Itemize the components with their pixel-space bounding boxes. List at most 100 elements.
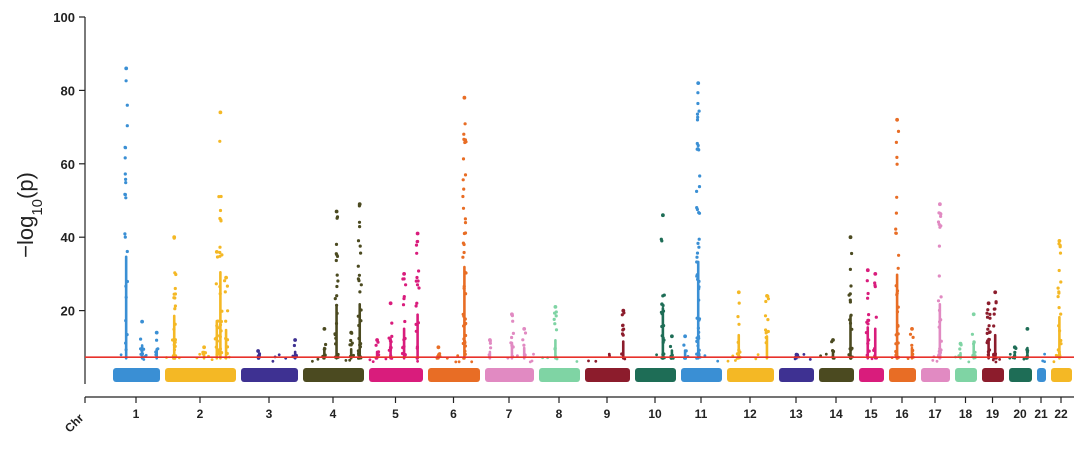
snp-point — [225, 351, 229, 356]
peak-top-point — [415, 231, 420, 236]
snp-point — [489, 346, 493, 350]
snp-point — [214, 345, 218, 349]
snp-point — [218, 323, 223, 327]
snp-point — [219, 319, 223, 324]
snp-point — [896, 305, 900, 309]
snp-point — [414, 322, 418, 326]
snp-point — [139, 337, 143, 341]
snp-point — [225, 284, 229, 288]
snp-point — [661, 309, 666, 313]
chromosome-11 — [681, 81, 722, 382]
peak-top-point — [202, 345, 207, 350]
snp-point — [894, 231, 898, 235]
peak-top-point — [322, 327, 327, 331]
peak-top-point — [696, 81, 701, 85]
snp-point — [1059, 342, 1063, 346]
snp-point — [404, 283, 408, 287]
chr-baseline-band — [921, 368, 950, 382]
snp-point — [661, 352, 665, 357]
chr-tick-label: 8 — [556, 407, 563, 421]
snp-point — [356, 349, 360, 353]
snp-point — [896, 323, 900, 328]
snp-point — [763, 314, 768, 318]
snp-point — [972, 340, 976, 344]
chr-tick-label: 16 — [895, 407, 909, 421]
snp-point — [986, 327, 990, 331]
snp-point — [697, 279, 701, 283]
snp-point — [461, 312, 465, 316]
y-tick-label: 40 — [61, 230, 75, 245]
snp-point — [359, 283, 363, 287]
peak-top-point — [683, 334, 687, 339]
snp-point — [937, 211, 941, 215]
snp-point — [357, 273, 361, 277]
snp-point — [695, 251, 700, 255]
chr-baseline-band — [428, 368, 480, 382]
snp-point — [695, 352, 699, 356]
snp-point — [1059, 312, 1063, 316]
snp-point — [456, 354, 460, 357]
snp-point — [662, 293, 666, 297]
snp-point — [358, 244, 362, 248]
snp-point — [660, 312, 664, 316]
snp-point — [416, 359, 419, 363]
snp-point — [371, 360, 375, 363]
peak-top-point — [831, 338, 835, 342]
snp-point — [461, 178, 465, 182]
snp-point — [992, 324, 996, 328]
peak-top-point — [154, 330, 159, 335]
snp-point — [218, 208, 223, 213]
snp-point — [1013, 350, 1017, 354]
snp-point — [218, 347, 222, 351]
chr-tick-label: 10 — [648, 407, 662, 421]
snp-point — [470, 360, 474, 364]
snp-point — [937, 244, 942, 248]
snp-point — [224, 336, 228, 341]
snp-point — [987, 348, 992, 352]
snp-point — [510, 335, 514, 340]
snp-point — [124, 196, 128, 200]
snp-point — [661, 340, 665, 344]
snp-point — [847, 353, 851, 357]
snp-point — [462, 337, 466, 341]
chromosome-2 — [165, 110, 236, 382]
snp-point — [695, 339, 699, 343]
snp-point — [464, 292, 468, 296]
snp-point — [735, 352, 740, 356]
snp-point — [401, 277, 405, 281]
peak-top-point — [436, 345, 441, 350]
snp-point — [554, 328, 559, 332]
snp-point — [344, 359, 348, 362]
peak-top-point — [510, 312, 514, 317]
snp-point — [124, 284, 128, 288]
snp-point — [696, 115, 700, 119]
snp-point — [696, 91, 700, 95]
snp-point — [1059, 280, 1063, 284]
snp-point — [864, 331, 869, 335]
snp-point — [935, 359, 939, 363]
snp-point — [553, 311, 557, 315]
snp-point — [462, 187, 466, 191]
snp-point — [895, 289, 900, 293]
snp-point — [695, 336, 699, 340]
snp-point — [1056, 295, 1060, 299]
snp-point — [463, 173, 468, 177]
snp-point — [220, 309, 224, 313]
peak-top-point — [124, 66, 129, 71]
snp-point — [334, 321, 339, 326]
snp-point — [736, 315, 740, 319]
y-tick-label: 80 — [61, 83, 75, 98]
chr-baseline-band — [1051, 368, 1072, 382]
snp-point — [356, 277, 360, 281]
snp-point — [697, 211, 702, 215]
peak-top-point — [670, 334, 674, 339]
snp-point — [698, 174, 702, 178]
chr-baseline-band — [1037, 368, 1046, 382]
snp-point — [936, 220, 941, 224]
snp-point — [958, 347, 962, 351]
snp-point — [908, 332, 913, 336]
snp-point — [931, 359, 935, 362]
snp-point — [311, 359, 314, 363]
snp-point — [994, 360, 998, 364]
chr-baseline-band — [859, 368, 884, 382]
